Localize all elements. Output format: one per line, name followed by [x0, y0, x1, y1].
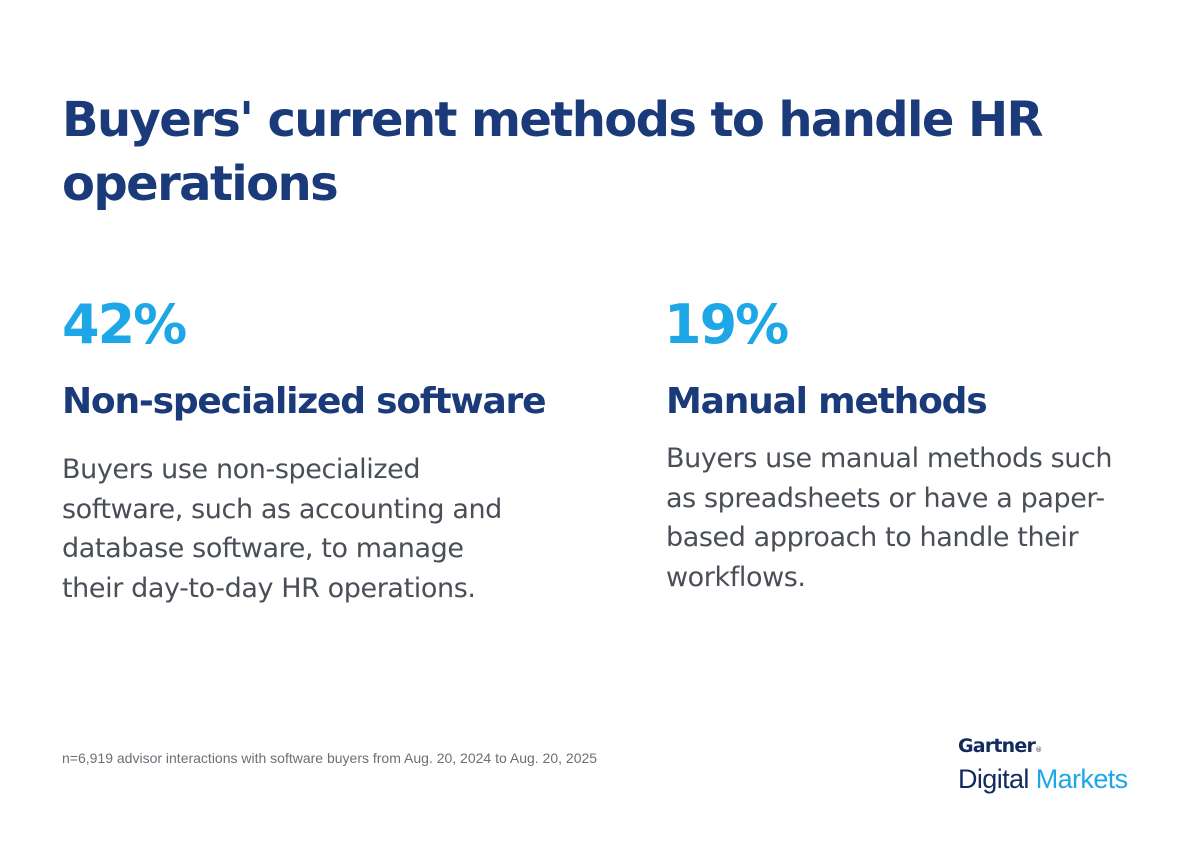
- stat-description: Buyers use non-specialized software, suc…: [62, 454, 502, 604]
- logo-digital-text: Digital: [958, 764, 1029, 794]
- stat-percentage: 42%: [62, 293, 187, 356]
- logo-brand-text: Gartner: [958, 735, 1036, 757]
- logo-gartner-wordmark: Gartner®: [958, 735, 1158, 761]
- stat-heading: Manual methods: [666, 381, 988, 422]
- stat-heading: Non-specialized software: [62, 381, 547, 422]
- logo-markets-text: Markets: [1035, 764, 1128, 794]
- stat-percentage: 19%: [664, 293, 789, 356]
- page-title: Buyers' current methods to handle HR ope…: [62, 92, 1043, 212]
- registered-mark-icon: ®: [1035, 746, 1042, 754]
- footnote-sample-size: n=6,919 advisor interactions with softwa…: [62, 750, 598, 766]
- stat-description: Buyers use manual methods such as spread…: [666, 443, 1113, 593]
- logo-digital-markets-wordmark: Digital Markets: [958, 761, 1158, 797]
- stat-manual-methods: 19% Manual methods Buyers use manual met…: [664, 293, 1154, 593]
- gartner-digital-markets-logo: Gartner® Digital Markets: [958, 735, 1158, 797]
- stat-non-specialized-software: 42% Non-specialized software Buyers use …: [62, 293, 622, 604]
